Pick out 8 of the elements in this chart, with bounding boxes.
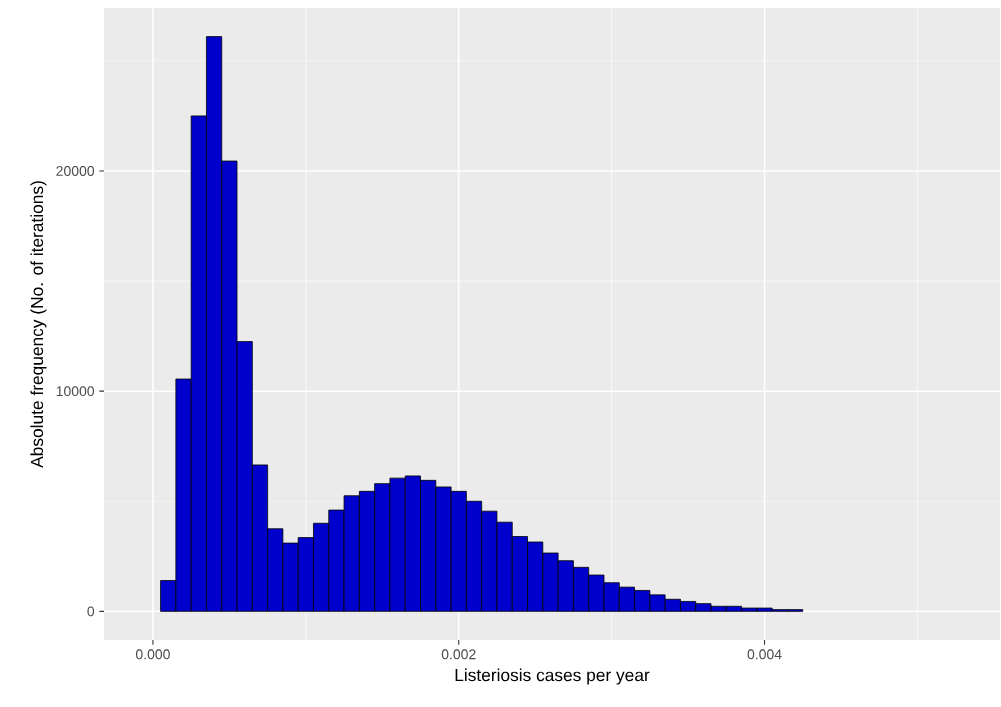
- y-tick-label: 10000: [56, 386, 95, 397]
- y-tick-label: 0: [87, 606, 95, 617]
- x-tick-label: 0.004: [747, 649, 782, 660]
- y-tick-label: 20000: [56, 166, 95, 176]
- y-axis-title: Absolute frequency (No. of iterations): [30, 181, 47, 468]
- x-tick-label: 0.000: [135, 649, 170, 660]
- x-axis-title: Listeriosis cases per year: [455, 668, 650, 685]
- x-tick-label: 0.002: [441, 649, 476, 660]
